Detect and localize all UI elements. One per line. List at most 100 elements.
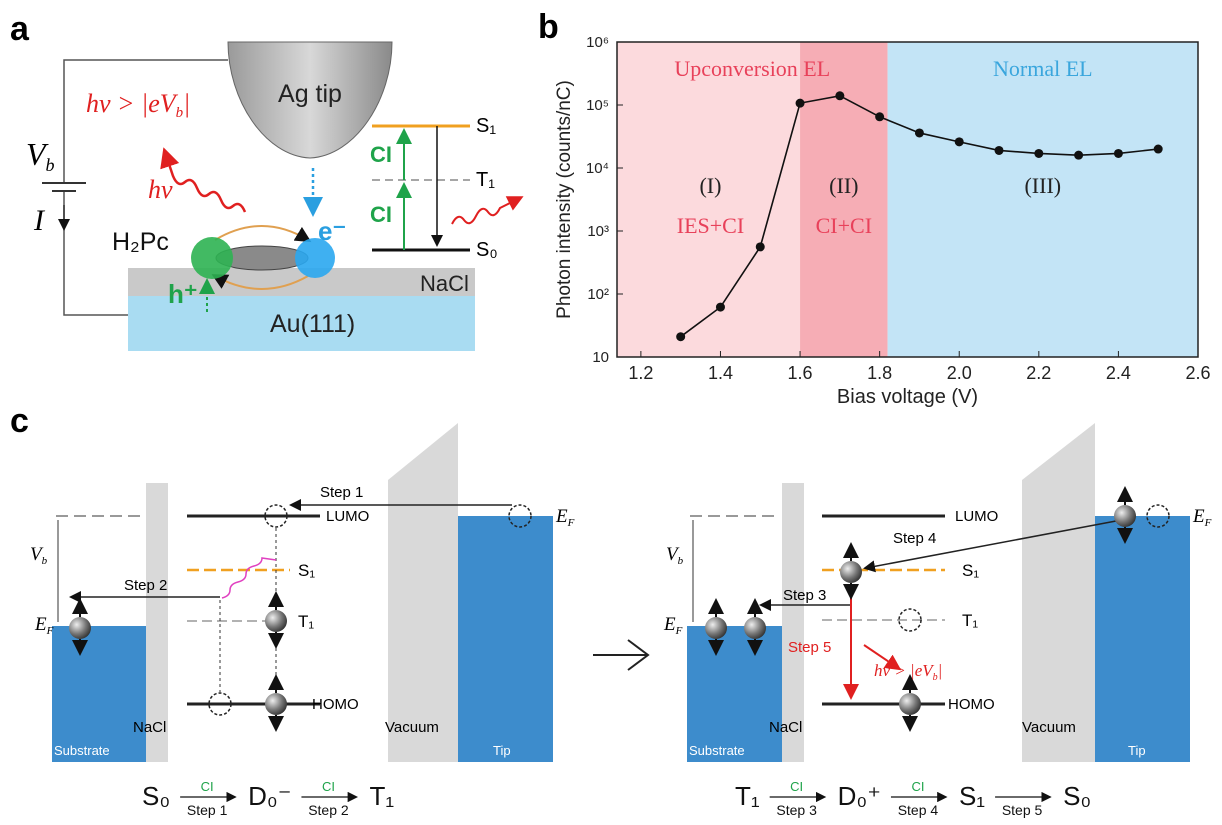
fermi-label: EF: [1192, 506, 1212, 529]
level-label: S₀: [476, 239, 498, 261]
band-label: Normal EL: [993, 56, 1093, 81]
y-tick-label: 10⁶: [586, 34, 609, 51]
symbol: E: [1192, 506, 1205, 527]
data-point: [1113, 148, 1123, 158]
reaction-scheme: T₁ CI Step 3 D₀⁺ CI Step 4 S₁ Step 5 S₀: [735, 779, 1091, 818]
barrier-label: NaCl: [133, 719, 166, 736]
data-point: [914, 128, 924, 138]
step-arrow: [863, 520, 1117, 573]
reaction-scheme: S₀ CI Step 1 D₀⁻ CI Step 2 T₁: [142, 779, 394, 818]
x-tick-label: 1.2: [628, 363, 653, 383]
substrate: [52, 626, 146, 762]
bias-label: Vb: [30, 544, 48, 567]
barrier-label: Vacuum: [385, 719, 439, 736]
text: hν > |eV: [86, 89, 179, 118]
subscript: b: [933, 672, 938, 683]
electron: [265, 595, 287, 645]
substrate: [687, 626, 782, 762]
au-substrate: [128, 296, 475, 351]
data-point: [875, 112, 885, 122]
panel-label: a: [10, 10, 30, 48]
molecule-label: H₂Pc: [112, 228, 169, 256]
data-point: [994, 145, 1004, 155]
region-label: (I): [699, 173, 721, 198]
y-tick-label: 10⁴: [586, 160, 609, 177]
panel-label: b: [538, 8, 559, 46]
state-label: S₀: [142, 781, 170, 811]
x-tick-label: 2.6: [1185, 363, 1210, 383]
arrow-label: CI: [322, 779, 335, 794]
state-label: D₀⁺: [838, 781, 881, 811]
ci-label: CI: [370, 142, 392, 167]
plot-frame: [616, 41, 1199, 358]
arrow-label: Step 2: [308, 802, 349, 818]
x-tick-label: 2.0: [947, 363, 972, 383]
state-label: D₀⁻: [248, 781, 291, 811]
subscript: b: [678, 555, 684, 567]
text: hν > |eV: [874, 661, 935, 680]
vacuum-barrier: [388, 423, 458, 762]
x-tick-label: 1.4: [708, 363, 733, 383]
photon-wave: [160, 147, 247, 213]
step-label: Step 2: [124, 577, 167, 594]
region: [887, 42, 1198, 357]
fermi-label: EF: [663, 614, 683, 637]
data-point: [835, 91, 845, 101]
electron: [265, 678, 287, 728]
emission-label: hν > |eVb|: [874, 661, 942, 683]
x-axis-label: Bias voltage (V): [837, 386, 978, 408]
region: [617, 42, 801, 357]
fermi-label: EF: [555, 506, 575, 529]
y-tick-label: 10²: [587, 286, 609, 303]
level-label: S₁: [962, 561, 979, 580]
text: |: [183, 89, 190, 118]
subscript: F: [567, 517, 575, 529]
level-label: HOMO: [948, 696, 995, 713]
step-label: Step 3: [783, 587, 826, 604]
step-label: Step 4: [893, 530, 936, 547]
current-label: I: [33, 204, 46, 237]
arrow-label: Step 1: [187, 802, 228, 818]
y-tick-label: 10: [592, 349, 609, 366]
molecule-end: [295, 238, 335, 278]
sequence-arrow: [593, 639, 650, 671]
transfer-arc: [211, 274, 309, 290]
subscript: b: [176, 105, 184, 121]
region: [800, 42, 888, 357]
state-label: T₁: [735, 781, 760, 811]
ag-tip: [227, 41, 393, 159]
symbol: E: [663, 614, 676, 635]
photon-label: hν: [148, 175, 173, 204]
x-tick-label: 1.6: [788, 363, 813, 383]
panel-c: c Step 1 Step 2 LUMO S₁ T₁ HOMO EF EF Vb…: [10, 402, 1212, 762]
hole-label: h⁺: [168, 279, 198, 309]
symbol: V: [26, 136, 49, 172]
region-label: Tip: [493, 743, 511, 758]
arrow-label: Step 5: [1002, 802, 1043, 818]
panel-label: c: [10, 402, 29, 440]
data-point: [755, 242, 765, 252]
region-label: (II): [829, 173, 858, 198]
panel-b: b (I) IES+CI (II) CI+CI (III) Upconversion EL…: [538, 8, 1211, 408]
condition-label: hν > |eVb|: [86, 89, 190, 121]
isc-wave: [221, 557, 277, 599]
emission-arrow: [863, 644, 902, 671]
y-tick-label: 10⁵: [586, 97, 609, 114]
electron: [899, 678, 921, 728]
region-process: CI+CI: [816, 213, 872, 238]
molecule-end: [191, 237, 233, 279]
data-point: [1074, 150, 1084, 160]
state-label: S₀: [1063, 781, 1091, 811]
x-tick-label: 2.4: [1106, 363, 1131, 383]
region-process: IES+CI: [677, 213, 744, 238]
nacl-barrier: [146, 483, 168, 762]
arrow-label: Step 3: [776, 802, 817, 818]
barrier-label: Vacuum: [1022, 719, 1076, 736]
state-label: T₁: [369, 781, 394, 811]
barrier-label: NaCl: [769, 719, 802, 736]
region-label: Substrate: [689, 743, 745, 758]
level-label: T₁: [962, 611, 978, 630]
data-point: [1034, 148, 1044, 158]
